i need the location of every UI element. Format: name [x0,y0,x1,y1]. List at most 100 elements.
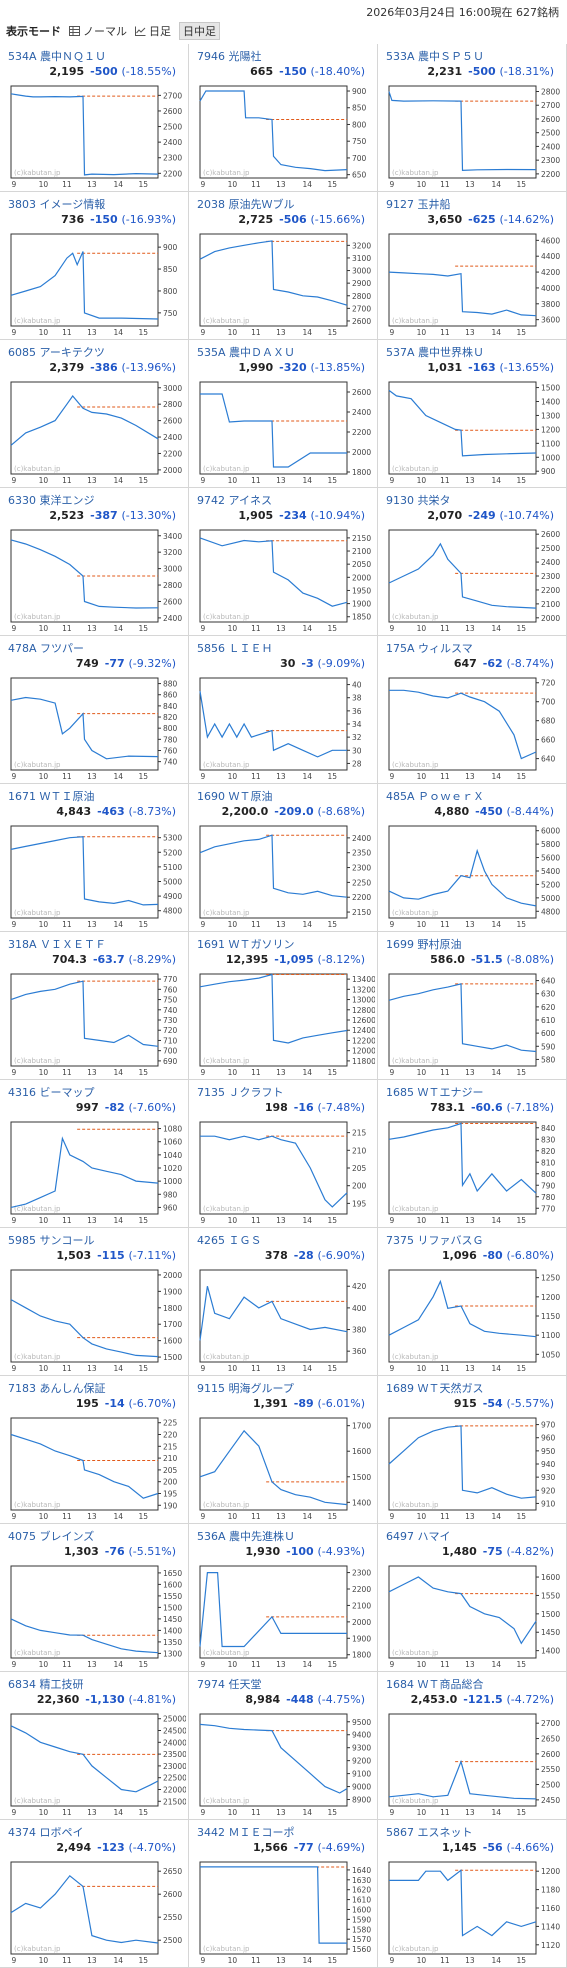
stock-code[interactable]: 1691 [197,938,225,951]
stock-card[interactable]: 7183 あんしん保証 195 -14 (-6.70%) 225 220 215 210 20… [0,1376,189,1524]
stock-name[interactable]: 農中世界株Ｕ [418,346,485,359]
stock-name[interactable]: ＷＴ原油 [228,790,273,803]
stock-code[interactable]: 1684 [386,1678,414,1691]
stock-link[interactable]: 7974 任天堂 [197,1676,262,1692]
stock-name[interactable]: 明海グループ [228,1382,294,1395]
stock-code[interactable]: 536A [197,1530,226,1543]
stock-name[interactable]: ハマイ [417,1530,451,1543]
stock-name[interactable]: ＭＩＥコーポ [228,1826,295,1839]
stock-name[interactable]: フツパー [40,642,85,655]
stock-card[interactable]: 5856 ＬＩＥＨ 30 -3 (-9.09%) 40 38 36 34 32 30 28 9 10 1… [189,636,378,784]
stock-code[interactable]: 5856 [197,642,225,655]
stock-name[interactable]: 玉井船 [417,198,451,211]
stock-code[interactable]: 485A [386,790,415,803]
stock-link[interactable]: 5985 サンコール [8,1232,95,1248]
stock-link[interactable]: 5867 エスネット [386,1824,473,1840]
mode-normal-button[interactable]: ノーマル [69,23,127,39]
stock-link[interactable]: 6497 ハマイ [386,1528,451,1544]
stock-link[interactable]: 1691 ＷＴガソリン [197,936,295,952]
stock-card[interactable]: 535A 農中ＤＡＸＵ 1,990 -320 (-13.85%) 2600 2400 22… [189,340,378,488]
stock-name[interactable]: 農中ＳＰ５Ｕ [418,50,485,63]
stock-card[interactable]: 1699 野村原油 586.0 -51.5 (-8.08%) 640 630 620 610… [378,932,567,1080]
stock-link[interactable]: 3803 イメージ情報 [8,196,105,212]
stock-name[interactable]: 共栄タ [417,494,451,507]
stock-link[interactable]: 1671 ＷＴＩ原油 [8,788,95,804]
stock-name[interactable]: ＰｏｗｅｒＸ [418,790,485,803]
stock-link[interactable]: 1689 ＷＴ天然ガス [386,1380,484,1396]
stock-link[interactable]: 4265 ＩＧＳ [197,1232,262,1248]
stock-card[interactable]: 3442 ＭＩＥコーポ 1,566 -77 (-4.69%) 1640 1630 1620… [189,1820,378,1968]
stock-code[interactable]: 4374 [8,1826,36,1839]
stock-code[interactable]: 7974 [197,1678,225,1691]
stock-name[interactable]: 農中先進株Ｕ [229,1530,296,1543]
stock-link[interactable]: 5856 ＬＩＥＨ [197,640,273,656]
stock-card[interactable]: 4316 ビーマップ 997 -82 (-7.60%) 1080 1060 1040 102… [0,1080,189,1228]
stock-card[interactable]: 537A 農中世界株Ｕ 1,031 -163 (-13.65%) 1500 1400 13… [378,340,567,488]
stock-code[interactable]: 9127 [386,198,414,211]
stock-link[interactable]: 6085 アーキテクツ [8,344,105,360]
stock-link[interactable]: 4374 ロボペイ [8,1824,84,1840]
stock-card[interactable]: 1671 ＷＴＩ原油 4,843 -463 (-8.73%) 5300 5200 5100… [0,784,189,932]
stock-code[interactable]: 1685 [386,1086,414,1099]
stock-card[interactable]: 4075 ブレインズ 1,303 -76 (-5.51%) 1650 1600 1550 1… [0,1524,189,1672]
stock-name[interactable]: あんしん保証 [39,1382,106,1395]
stock-card[interactable]: 1685 ＷＴエナジー 783.1 -60.6 (-7.18%) 840 830 820 8… [378,1080,567,1228]
stock-name[interactable]: ＷＴＩ原油 [39,790,95,803]
stock-card[interactable]: 9742 アイネス 1,905 -234 (-10.94%) 2150 2100 2050… [189,488,378,636]
stock-card[interactable]: 1690 ＷＴ原油 2,200.0 -209.0 (-8.68%) 2400 2350 2… [189,784,378,932]
stock-code[interactable]: 175A [386,642,415,655]
stock-link[interactable]: 7183 あんしん保証 [8,1380,106,1396]
stock-card[interactable]: 318A ＶＩＸＥＴＦ 704.3 -63.7 (-8.29%) 770 760 750 7… [0,932,189,1080]
stock-name[interactable]: 原油先Ｗブル [228,198,295,211]
stock-link[interactable]: 6330 東洋エンジ [8,492,95,508]
stock-name[interactable]: エスネット [417,1826,473,1839]
stock-code[interactable]: 2038 [197,198,225,211]
stock-code[interactable]: 9130 [386,494,414,507]
stock-card[interactable]: 6497 ハマイ 1,480 -75 (-4.82%) 1600 1550 1500 145… [378,1524,567,1672]
stock-card[interactable]: 4265 ＩＧＳ 378 -28 (-6.90%) 420 400 380 360 9 10 11… [189,1228,378,1376]
stock-card[interactable]: 533A 農中ＳＰ５Ｕ 2,231 -500 (-18.31%) 2800 2700 26… [378,44,567,192]
stock-link[interactable]: 536A 農中先進株Ｕ [197,1528,295,1544]
stock-card[interactable]: 6834 精工技研 22,360 -1,130 (-4.81%) 25000 24500… [0,1672,189,1820]
stock-link[interactable]: 534A 農中ＮＱ１Ｕ [8,48,106,64]
stock-card[interactable]: 6330 東洋エンジ 2,523 -387 (-13.30%) 3400 3200 300… [0,488,189,636]
stock-card[interactable]: 1689 ＷＴ天然ガス 915 -54 (-5.57%) 970 960 950 940 93… [378,1376,567,1524]
stock-link[interactable]: 537A 農中世界株Ｕ [386,344,484,360]
stock-name[interactable]: ロボペイ [39,1826,84,1839]
stock-card[interactable]: 9130 共栄タ 2,070 -249 (-10.74%) 2600 2500 2400 2… [378,488,567,636]
stock-code[interactable]: 4265 [197,1234,225,1247]
stock-code[interactable]: 3803 [8,198,36,211]
stock-code[interactable]: 4316 [8,1086,36,1099]
stock-name[interactable]: ブレインズ [39,1530,95,1543]
stock-link[interactable]: 7135 Ｊクラフト [197,1084,284,1100]
stock-name[interactable]: ＩＧＳ [228,1234,262,1247]
stock-code[interactable]: 6085 [8,346,36,359]
stock-card[interactable]: 7974 任天堂 8,984 -448 (-4.75%) 9500 9400 9300 92… [189,1672,378,1820]
stock-link[interactable]: 4316 ビーマップ [8,1084,95,1100]
stock-name[interactable]: リファバスＧ [417,1234,484,1247]
mode-intraday-button[interactable]: 日中足 [179,22,220,40]
stock-name[interactable]: アイネス [228,494,272,507]
stock-code[interactable]: 318A [8,938,37,951]
stock-card[interactable]: 5985 サンコール 1,503 -115 (-7.11%) 2000 1900 1800… [0,1228,189,1376]
stock-name[interactable]: ビーマップ [39,1086,95,1099]
stock-name[interactable]: サンコール [39,1234,95,1247]
stock-code[interactable]: 535A [197,346,226,359]
stock-card[interactable]: 6085 アーキテクツ 2,379 -386 (-13.96%) 3000 2800 26… [0,340,189,488]
stock-code[interactable]: 6834 [8,1678,36,1691]
stock-name[interactable]: 光陽社 [228,50,262,63]
stock-code[interactable]: 1689 [386,1382,414,1395]
stock-name[interactable]: ＷＴ商品総合 [417,1678,484,1691]
stock-code[interactable]: 533A [386,50,415,63]
stock-code[interactable]: 7135 [197,1086,225,1099]
stock-code[interactable]: 7183 [8,1382,36,1395]
stock-code[interactable]: 7375 [386,1234,414,1247]
stock-code[interactable]: 1671 [8,790,36,803]
stock-name[interactable]: 農中ＮＱ１Ｕ [40,50,107,63]
stock-code[interactable]: 6497 [386,1530,414,1543]
stock-name[interactable]: アーキテクツ [39,346,105,359]
stock-link[interactable]: 3442 ＭＩＥコーポ [197,1824,295,1840]
stock-name[interactable]: イメージ情報 [39,198,106,211]
stock-code[interactable]: 9742 [197,494,225,507]
stock-link[interactable]: 9130 共栄タ [386,492,451,508]
